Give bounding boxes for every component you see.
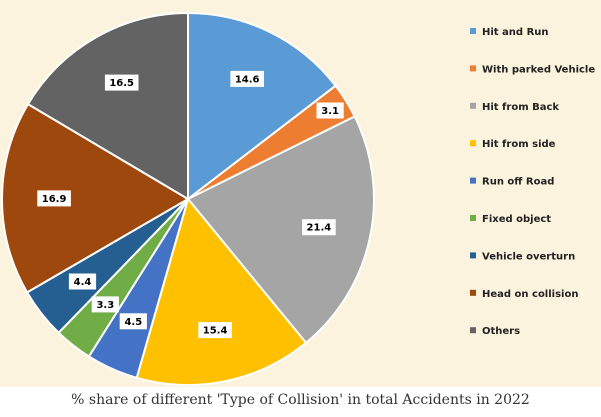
legend-swatch: [470, 215, 476, 221]
data-label-hit-from-side: 15.4: [198, 322, 232, 339]
legend-swatch: [470, 102, 476, 109]
data-label-others: 16.5: [104, 74, 139, 91]
pie-slice-hit-from-back: [186, 115, 375, 345]
legend-label: Hit from side: [482, 139, 556, 150]
data-label-hit-and-run: 14.6: [230, 70, 264, 87]
legend-item-hit-from-back: Hit from Back: [470, 102, 559, 113]
legend-item-hit-from-side: Hit from side: [470, 139, 556, 150]
legend-swatch: [470, 65, 476, 72]
pie-data-labels: 14.6 3.1 21.4 15.4 4.5 3.3 4.4 16.9 16.5: [37, 70, 344, 339]
data-label-text: 21.4: [307, 223, 332, 234]
data-label-vehicle-overturn: 4.4: [68, 273, 97, 290]
data-label-hit-from-back: 21.4: [302, 219, 336, 236]
legend-swatch: [470, 252, 476, 259]
data-label-box: [230, 70, 264, 87]
pie-slice-hit-from-side: [135, 196, 308, 386]
data-label-text: 4.4: [74, 277, 92, 288]
legend-swatch: [470, 140, 476, 147]
legend-label: Hit from Back: [482, 102, 559, 113]
pie-chart: 14.6 3.1 21.4 15.4 4.5 3.3 4.4 16.9 16.5 Hit and…: [0, 11, 595, 386]
legend-label: With parked Vehicle: [482, 64, 595, 75]
legend-item-others: Others: [470, 326, 520, 337]
data-label-with-parked-vehicle: 3.1: [316, 102, 344, 119]
data-label-text: 16.9: [42, 194, 67, 205]
data-label-fixed-object: 3.3: [91, 296, 119, 313]
data-label-text: 3.3: [96, 300, 114, 311]
data-label-text: 4.5: [124, 317, 142, 328]
data-label-box: [37, 190, 71, 207]
pie-slices: [0, 11, 375, 386]
legend-label: Fixed object: [482, 214, 551, 225]
data-label-text: 15.4: [203, 326, 228, 337]
pie-slice-others: [26, 11, 189, 201]
legend-item-vehicle-overturn: Vehicle overturn: [470, 251, 575, 262]
data-label-text: 3.1: [321, 106, 339, 117]
data-label-text: 16.5: [109, 78, 134, 89]
data-label-box: [302, 219, 336, 236]
data-label-head-on-collision: 16.9: [37, 190, 71, 207]
legend-item-hit-and-run: Hit and Run: [470, 27, 549, 38]
chart-legend: Hit and Run With parked Vehicle Hit from B…: [470, 27, 595, 337]
legend-label: Hit and Run: [482, 27, 549, 38]
data-label-box: [316, 102, 344, 119]
legend-swatch: [470, 28, 476, 34]
chart-panel: 14.6 3.1 21.4 15.4 4.5 3.3 4.4 16.9 16.5 Hit and…: [0, 0, 601, 387]
legend-item-head-on-collision: Head on collision: [470, 289, 578, 300]
chart-caption: % share of different 'Type of Collision'…: [71, 392, 530, 408]
pie-slice-head-on-collision: [0, 102, 190, 294]
legend-label: Head on collision: [482, 289, 578, 300]
data-label-text: 14.6: [235, 74, 260, 85]
legend-swatch: [470, 289, 476, 296]
data-label-box: [68, 273, 97, 290]
data-label-box: [198, 322, 232, 339]
legend-item-fixed-object: Fixed object: [470, 214, 551, 225]
data-label-box: [91, 296, 119, 313]
data-label-run-off-road: 4.5: [119, 313, 147, 330]
legend-swatch: [470, 177, 476, 184]
pie-slice-hit-and-run: [187, 11, 337, 202]
data-label-box: [104, 74, 139, 91]
legend-item-with-parked-vehicle: With parked Vehicle: [470, 64, 595, 75]
data-label-box: [119, 313, 147, 330]
legend-label: Others: [482, 326, 520, 337]
legend-label: Vehicle overturn: [482, 251, 575, 262]
legend-item-run-off-road: Run off Road: [470, 177, 554, 188]
legend-swatch: [470, 327, 476, 334]
legend-label: Run off Road: [482, 177, 554, 188]
